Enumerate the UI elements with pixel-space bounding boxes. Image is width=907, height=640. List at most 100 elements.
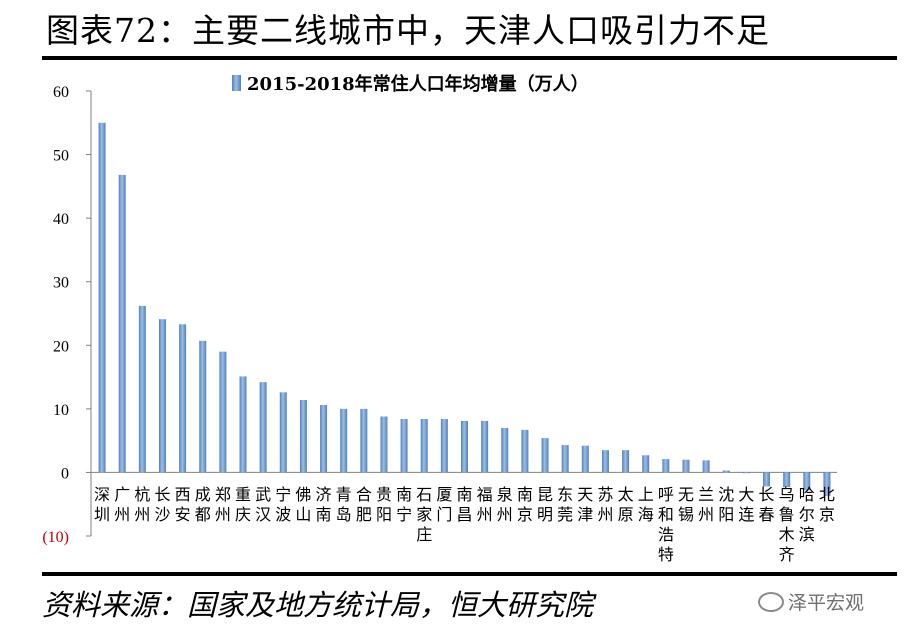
bar-太原 xyxy=(622,450,630,473)
x-tick-label: 东莞 xyxy=(557,485,573,524)
svg-text:山: 山 xyxy=(295,505,311,524)
svg-text:广: 广 xyxy=(114,485,130,504)
svg-text:尔: 尔 xyxy=(799,505,815,524)
svg-text:汉: 汉 xyxy=(255,505,271,524)
svg-text:成: 成 xyxy=(195,485,211,504)
svg-text:木: 木 xyxy=(779,525,795,544)
bar-南宁 xyxy=(400,419,408,473)
svg-text:莞: 莞 xyxy=(557,505,573,524)
legend-swatch xyxy=(232,75,241,91)
svg-text:滨: 滨 xyxy=(799,525,815,544)
svg-text:北: 北 xyxy=(819,485,835,504)
svg-text:宁: 宁 xyxy=(275,485,291,504)
svg-text:州: 州 xyxy=(497,505,513,524)
x-tick-label: 长春 xyxy=(759,485,775,524)
x-tick-label: 上海 xyxy=(638,485,654,524)
svg-text:重: 重 xyxy=(235,485,251,504)
svg-text:沙: 沙 xyxy=(154,505,170,524)
svg-text:家: 家 xyxy=(416,505,432,524)
x-tick-label: 苏州 xyxy=(597,485,613,524)
svg-text:州: 州 xyxy=(477,505,493,524)
svg-text:乌: 乌 xyxy=(779,485,795,504)
svg-text:阳: 阳 xyxy=(376,505,392,524)
svg-text:阳: 阳 xyxy=(718,505,734,524)
watermark: 泽平宏观 xyxy=(758,588,864,618)
y-tick-label: 10 xyxy=(53,402,69,419)
x-tick-label: 兰州 xyxy=(698,485,714,524)
bar-成都 xyxy=(199,340,207,473)
svg-text:昆: 昆 xyxy=(537,485,553,504)
svg-text:深: 深 xyxy=(94,485,110,504)
svg-text:州: 州 xyxy=(134,505,150,524)
bars xyxy=(98,122,831,496)
x-tick-label: 无锡 xyxy=(678,485,694,524)
svg-text:波: 波 xyxy=(275,505,291,524)
y-axis: 60 50 40 30 20 10 0 (10) xyxy=(42,84,837,546)
x-tick-label: 重庆 xyxy=(235,485,251,524)
bar-重庆 xyxy=(239,376,247,473)
svg-text:庄: 庄 xyxy=(416,525,432,544)
svg-text:明: 明 xyxy=(537,505,553,524)
bar-无锡 xyxy=(682,459,690,473)
svg-text:合: 合 xyxy=(356,485,372,504)
x-tick-label: 广州 xyxy=(114,485,130,524)
y-tick-label: 50 xyxy=(53,148,69,165)
svg-text:青: 青 xyxy=(336,485,352,504)
x-tick-label: 北京 xyxy=(819,485,835,524)
svg-text:石: 石 xyxy=(416,485,432,504)
svg-text:南: 南 xyxy=(517,485,533,504)
svg-text:兰: 兰 xyxy=(698,485,714,504)
svg-text:南: 南 xyxy=(456,485,472,504)
svg-text:福: 福 xyxy=(477,485,493,504)
svg-text:原: 原 xyxy=(618,505,634,524)
legend: 2015-2018年常住人口年均增量（万人） xyxy=(232,73,589,95)
svg-text:南: 南 xyxy=(316,505,332,524)
bar-郑州 xyxy=(219,351,227,473)
y-tick-label: (10) xyxy=(42,529,69,546)
svg-text:大: 大 xyxy=(738,485,754,504)
svg-text:和: 和 xyxy=(658,505,674,524)
svg-text:京: 京 xyxy=(819,505,835,524)
bar-东莞 xyxy=(561,445,569,473)
x-tick-label: 长沙 xyxy=(154,485,170,524)
x-tick-label: 厦门 xyxy=(436,485,452,524)
bar-大连 xyxy=(742,472,750,474)
svg-text:海: 海 xyxy=(638,505,654,524)
svg-text:州: 州 xyxy=(215,505,231,524)
y-tick-label: 60 xyxy=(53,84,69,101)
y-tick-label: 20 xyxy=(53,338,69,355)
watermark-label: 泽平宏观 xyxy=(788,592,865,614)
svg-text:州: 州 xyxy=(114,505,130,524)
x-tick-label: 南宁 xyxy=(396,485,412,524)
svg-text:哈: 哈 xyxy=(799,485,815,504)
bar-佛山 xyxy=(299,399,307,473)
y-tick-label: 40 xyxy=(53,211,69,228)
bar-武汉 xyxy=(259,382,267,473)
svg-text:沈: 沈 xyxy=(718,485,734,504)
y-tick-label: 0 xyxy=(61,465,69,482)
svg-text:上: 上 xyxy=(638,485,654,504)
x-tick-label: 沈阳 xyxy=(718,485,734,524)
bar-贵阳 xyxy=(380,416,388,473)
svg-text:长: 长 xyxy=(759,485,775,504)
svg-text:肥: 肥 xyxy=(356,505,372,524)
svg-text:杭: 杭 xyxy=(134,485,150,504)
x-tick-label: 昆明 xyxy=(537,485,553,524)
bar-深圳 xyxy=(98,122,106,473)
svg-text:连: 连 xyxy=(738,505,754,524)
bar-南昌 xyxy=(461,420,468,473)
svg-text:东: 东 xyxy=(557,485,573,504)
x-tick-label: 武汉 xyxy=(255,485,271,524)
svg-text:天: 天 xyxy=(577,485,593,504)
x-tick-label: 贵阳 xyxy=(376,485,392,524)
svg-text:齐: 齐 xyxy=(779,545,795,564)
bar-北京 xyxy=(823,472,831,496)
svg-text:佛: 佛 xyxy=(295,485,311,504)
x-tick-label: 西安 xyxy=(175,485,191,524)
bar-宁波 xyxy=(279,392,287,473)
x-tick-label: 天津 xyxy=(577,485,593,524)
svg-text:锡: 锡 xyxy=(678,505,694,524)
svg-text:圳: 圳 xyxy=(94,505,110,524)
